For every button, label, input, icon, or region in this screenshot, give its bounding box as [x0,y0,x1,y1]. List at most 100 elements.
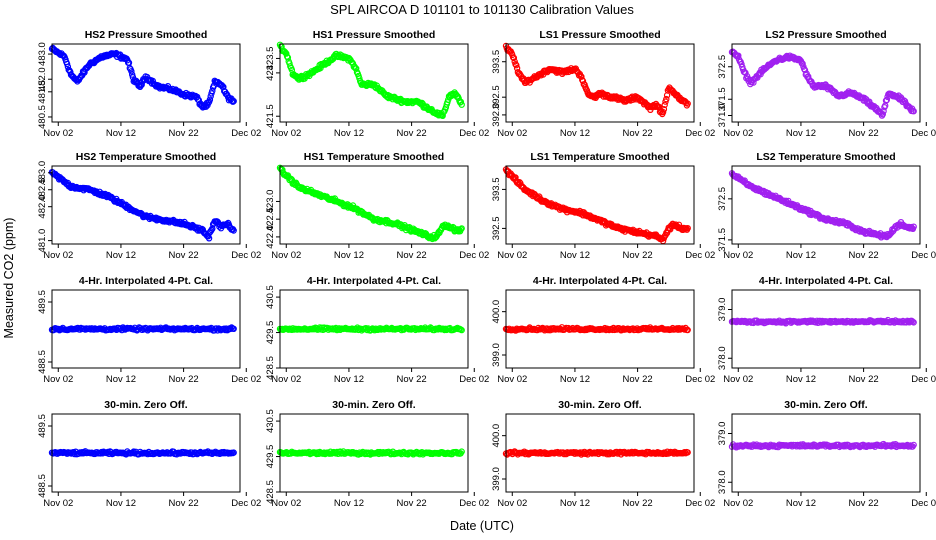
x-tick-label: Nov 02 [723,128,753,139]
y-tick-label: 378.0 [717,470,728,494]
panel-title: 30-min. Zero Off. [104,399,188,411]
x-tick-label: Dec 02 [911,250,936,261]
data-points [728,316,917,327]
figure-title: SPL AIRCOA D 101101 to 101130 Calibratio… [330,2,634,17]
panel-5: HS2 Temperature Smoothed Nov 02 Nov 12 Nov … [37,151,261,261]
plot-frame [505,43,695,123]
data-point [193,93,201,101]
x-tick-label: Nov 22 [623,498,653,509]
plot-frame [505,289,695,369]
x-tick-label: Dec 02 [231,128,261,139]
x-tick-label: Dec 02 [231,498,261,509]
x-tick-label: Nov 02 [271,498,301,509]
y-tick-label: 482.5 [37,178,48,202]
panel-title: LS1 Temperature Smoothed [530,151,669,163]
plot-frame [279,165,469,245]
y-tick-label: 489.5 [37,290,48,314]
data-point [660,105,668,113]
x-tick-label: Nov 22 [849,128,879,139]
data-point [684,449,691,456]
data-point [230,227,237,234]
data-point [284,54,292,61]
data-point [513,61,520,69]
x-tick-label: Nov 02 [271,250,301,261]
y-tick-label: 483.0 [37,161,48,185]
y-tick-label: 428.5 [265,356,276,380]
data-point [841,441,849,449]
panel-1: HS2 Pressure Smoothed Nov 02 Nov 12 Nov 22 D… [37,29,261,139]
x-tick-label: Nov 02 [43,374,73,385]
data-points [502,324,691,334]
data-point [684,326,691,334]
data-point [230,97,237,105]
x-tick-label: Nov 22 [397,498,427,509]
y-tick-label: 481.5 [37,80,48,104]
data-point [457,98,465,106]
data-point [195,96,202,104]
plot-frame [731,289,921,369]
data-point [458,448,465,455]
x-tick-label: Nov 22 [397,128,427,139]
x-tick-label: Nov 22 [849,498,879,509]
plot-frame [279,289,469,369]
y-tick-label: 372.5 [717,55,728,79]
data-point [458,101,465,108]
x-tick-label: Dec 02 [231,374,261,385]
plot-frame [505,413,695,493]
panel-2: HS1 Pressure Smoothed Nov 02 Nov 12 Nov 22 D… [265,29,489,139]
x-tick-label: Nov 22 [397,250,427,261]
x-tick-label: Dec 02 [459,374,489,385]
panel-13: 30-min. Zero Off. Nov 02 Nov 12 Nov 22 Dec 0… [37,399,261,509]
y-tick-label: 423 [265,65,276,81]
plot-frame [731,165,921,245]
x-tick-label: Dec 02 [459,498,489,509]
x-tick-label: Nov 02 [723,250,753,261]
panel-title: 4-Hr. Interpolated 4-Pt. Cal. [307,275,441,287]
data-points [276,448,465,458]
panel-title: 30-min. Zero Off. [332,399,416,411]
x-tick-label: Nov 12 [106,250,136,261]
x-tick-label: Nov 12 [560,128,590,139]
x-tick-label: Nov 22 [623,250,653,261]
data-point [667,226,674,233]
data-points [48,168,237,242]
data-point [684,224,691,232]
data-point [910,223,917,230]
y-tick-label: 392.5 [491,217,502,241]
x-tick-label: Nov 12 [560,250,590,261]
x-tick-label: Dec 02 [685,498,715,509]
data-point [544,326,552,334]
data-point [230,449,237,456]
plot-frame [51,289,241,369]
y-tick-label: 379.0 [717,298,728,322]
data-point [458,225,465,232]
x-axis-label: Date (UTC) [450,519,514,533]
panel-title: HS2 Pressure Smoothed [85,29,208,41]
y-tick-label: 430.5 [265,285,276,309]
panel-11: 4-Hr. Interpolated 4-Pt. Cal. Nov 02 Nov 1… [491,275,715,385]
y-tick-label: 430.5 [265,409,276,433]
data-points [276,41,465,120]
data-points [48,448,237,458]
x-tick-label: Nov 02 [497,374,527,385]
x-tick-label: Nov 12 [334,250,364,261]
data-point [128,71,136,78]
x-tick-label: Nov 02 [497,498,527,509]
data-points [276,164,465,243]
x-tick-label: Nov 12 [786,128,816,139]
y-tick-label: 482.0 [37,195,48,219]
data-points [48,44,237,111]
x-tick-label: Nov 12 [334,498,364,509]
x-tick-label: Nov 12 [560,498,590,509]
data-point [458,326,465,334]
data-point [910,319,917,326]
y-tick-label: 371.0 [717,104,728,128]
panel-title: 4-Hr. Interpolated 4-Pt. Cal. [79,275,213,287]
x-tick-label: Nov 22 [169,374,199,385]
x-tick-label: Nov 02 [271,128,301,139]
data-point [879,318,886,326]
x-tick-label: Nov 12 [786,498,816,509]
x-tick-label: Dec 02 [459,128,489,139]
plot-frame [505,165,695,245]
panel-title: HS1 Temperature Smoothed [304,151,444,163]
